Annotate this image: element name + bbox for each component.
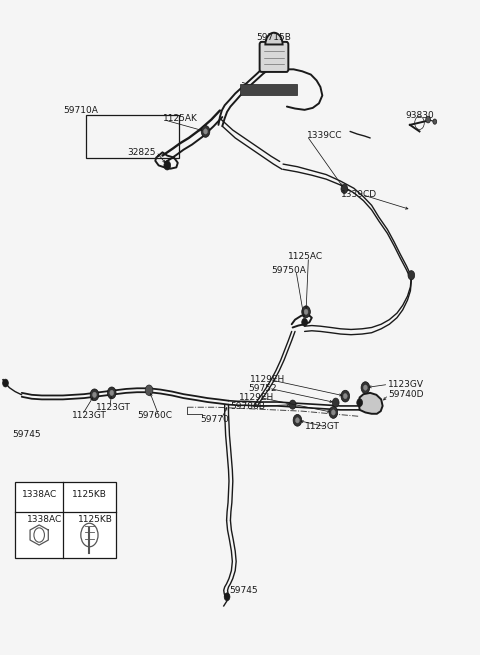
Circle shape [164, 161, 170, 170]
Circle shape [408, 271, 415, 280]
Circle shape [304, 309, 308, 314]
Text: 1125KB: 1125KB [78, 515, 112, 523]
Bar [15, 482, 116, 557]
Text: 59760C: 59760C [137, 411, 172, 420]
Text: 93830: 93830 [405, 111, 434, 121]
Circle shape [433, 119, 437, 124]
Circle shape [341, 390, 349, 402]
Text: 1339CC: 1339CC [307, 132, 343, 140]
Text: 59750A: 59750A [271, 266, 306, 275]
Circle shape [332, 398, 339, 407]
Text: 59715B: 59715B [256, 33, 291, 42]
Circle shape [293, 415, 302, 426]
Text: 59752: 59752 [249, 384, 277, 393]
Circle shape [361, 382, 370, 394]
Text: 1129EH: 1129EH [239, 393, 274, 402]
Circle shape [426, 117, 431, 123]
Circle shape [204, 129, 207, 134]
Circle shape [357, 399, 362, 407]
Text: 59745: 59745 [12, 430, 41, 439]
Circle shape [201, 126, 210, 138]
Circle shape [331, 410, 335, 415]
Text: 1125KB: 1125KB [72, 491, 107, 499]
Circle shape [341, 184, 348, 193]
Text: 59740D: 59740D [388, 390, 424, 400]
Polygon shape [359, 393, 383, 414]
Text: 59786B: 59786B [230, 402, 265, 411]
Text: 59770: 59770 [201, 415, 229, 424]
Circle shape [90, 389, 99, 401]
Text: 1123GT: 1123GT [305, 422, 340, 432]
Text: 59710A: 59710A [63, 106, 98, 115]
Circle shape [302, 306, 311, 318]
FancyBboxPatch shape [260, 42, 288, 72]
Text: 1339CD: 1339CD [340, 191, 377, 199]
Text: 1125AK: 1125AK [163, 114, 198, 123]
Text: 1338AC: 1338AC [27, 515, 62, 523]
Circle shape [224, 593, 230, 601]
Text: 1123GT: 1123GT [72, 411, 107, 420]
Text: 1125AC: 1125AC [288, 252, 323, 261]
Text: 1123GV: 1123GV [388, 380, 424, 389]
Circle shape [289, 400, 296, 409]
Circle shape [145, 385, 153, 396]
Text: 1123GT: 1123GT [96, 403, 131, 412]
Circle shape [93, 392, 96, 398]
Circle shape [2, 379, 8, 387]
Text: 1129EH: 1129EH [250, 375, 285, 384]
Circle shape [363, 385, 367, 390]
Circle shape [302, 318, 308, 326]
Circle shape [110, 390, 114, 396]
Circle shape [343, 394, 347, 399]
Text: 1338AC: 1338AC [22, 491, 57, 499]
Text: 32825: 32825 [128, 148, 156, 157]
Circle shape [296, 418, 300, 423]
Circle shape [329, 407, 337, 419]
Text: 59745: 59745 [229, 586, 258, 595]
Wedge shape [265, 33, 283, 45]
Bar [240, 84, 298, 96]
Bar [86, 115, 179, 158]
Circle shape [108, 387, 116, 399]
